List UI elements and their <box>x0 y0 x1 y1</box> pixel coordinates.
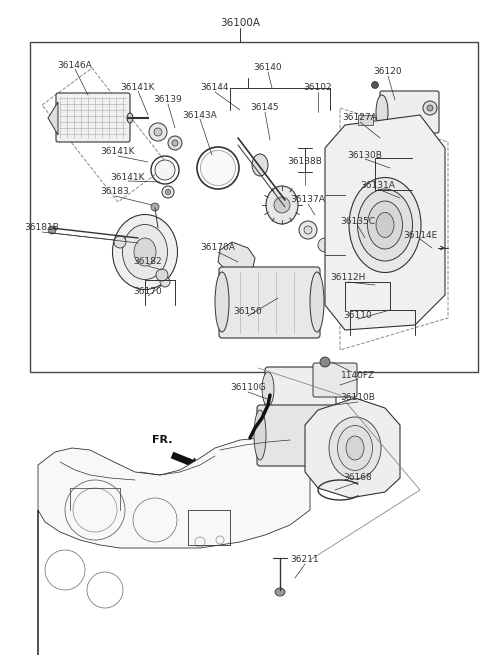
Polygon shape <box>345 230 375 268</box>
Text: 36182: 36182 <box>134 257 162 267</box>
Text: 36114E: 36114E <box>403 231 437 240</box>
Circle shape <box>156 269 168 281</box>
Ellipse shape <box>122 225 168 280</box>
Ellipse shape <box>354 242 366 258</box>
Text: 36183: 36183 <box>101 187 130 196</box>
Circle shape <box>172 140 178 146</box>
Circle shape <box>372 81 379 88</box>
Text: 36141K: 36141K <box>121 83 155 92</box>
FancyBboxPatch shape <box>56 93 130 142</box>
Ellipse shape <box>266 186 298 224</box>
Text: 36127A: 36127A <box>343 113 377 122</box>
Ellipse shape <box>254 410 266 460</box>
Ellipse shape <box>127 113 133 123</box>
Circle shape <box>162 186 174 198</box>
Text: 36145: 36145 <box>251 103 279 113</box>
Ellipse shape <box>349 178 421 272</box>
Ellipse shape <box>112 214 178 290</box>
Polygon shape <box>325 115 445 330</box>
Circle shape <box>151 203 159 211</box>
Ellipse shape <box>376 212 394 238</box>
Bar <box>358 115 373 125</box>
Polygon shape <box>38 435 310 655</box>
FancyBboxPatch shape <box>313 363 357 397</box>
Text: 36143A: 36143A <box>182 111 217 119</box>
Ellipse shape <box>215 272 229 332</box>
Circle shape <box>154 128 162 136</box>
Ellipse shape <box>310 272 324 332</box>
FancyBboxPatch shape <box>265 367 336 411</box>
Text: 36130B: 36130B <box>348 151 383 160</box>
Text: 1140FZ: 1140FZ <box>341 371 375 379</box>
Text: 36137A: 36137A <box>290 195 325 204</box>
Text: 36138B: 36138B <box>288 157 323 166</box>
Text: 36100A: 36100A <box>220 18 260 28</box>
Ellipse shape <box>376 95 388 129</box>
Polygon shape <box>218 242 255 278</box>
Text: 36110B: 36110B <box>341 394 375 403</box>
Text: 36211: 36211 <box>291 555 319 565</box>
Ellipse shape <box>358 189 412 261</box>
Text: 36112H: 36112H <box>330 274 366 282</box>
Ellipse shape <box>374 138 402 152</box>
Text: 36168: 36168 <box>344 474 372 483</box>
Ellipse shape <box>262 372 274 406</box>
Text: 36110: 36110 <box>344 310 372 320</box>
Circle shape <box>274 197 290 213</box>
Ellipse shape <box>275 588 285 596</box>
Circle shape <box>299 221 317 239</box>
Text: 36170A: 36170A <box>201 244 235 252</box>
Text: 36135C: 36135C <box>340 217 375 227</box>
Text: 36131A: 36131A <box>360 181 396 189</box>
Circle shape <box>320 357 330 367</box>
Text: 36139: 36139 <box>154 96 182 105</box>
Text: 36110G: 36110G <box>230 383 266 392</box>
Circle shape <box>168 136 182 150</box>
Ellipse shape <box>368 201 403 249</box>
Circle shape <box>423 101 437 115</box>
FancyBboxPatch shape <box>257 405 338 466</box>
Text: 36120: 36120 <box>374 67 402 77</box>
Ellipse shape <box>201 151 236 185</box>
Text: FR.: FR. <box>152 435 172 445</box>
Text: 36144: 36144 <box>201 83 229 92</box>
Circle shape <box>149 123 167 141</box>
Text: 36102: 36102 <box>304 83 332 92</box>
Text: 36140: 36140 <box>254 64 282 73</box>
Text: 36181B: 36181B <box>24 223 60 233</box>
Ellipse shape <box>155 160 175 180</box>
FancyBboxPatch shape <box>219 267 320 338</box>
Polygon shape <box>48 102 58 135</box>
Text: 36150: 36150 <box>234 307 263 316</box>
Ellipse shape <box>329 417 381 479</box>
Ellipse shape <box>337 426 372 470</box>
Text: 36141K: 36141K <box>101 147 135 157</box>
Text: 36146A: 36146A <box>58 60 92 69</box>
Polygon shape <box>305 398 400 498</box>
Circle shape <box>318 238 332 252</box>
Ellipse shape <box>160 277 170 287</box>
Ellipse shape <box>134 238 156 266</box>
Text: 36141K: 36141K <box>111 172 145 181</box>
Circle shape <box>48 226 56 234</box>
Circle shape <box>166 189 170 195</box>
Ellipse shape <box>346 436 364 460</box>
Ellipse shape <box>329 410 341 460</box>
Circle shape <box>427 105 433 111</box>
FancyBboxPatch shape <box>380 91 439 133</box>
Text: 36170: 36170 <box>133 288 162 297</box>
Circle shape <box>304 226 312 234</box>
FancyArrow shape <box>171 452 201 468</box>
Ellipse shape <box>114 236 126 248</box>
Ellipse shape <box>252 154 268 176</box>
Bar <box>30 42 478 372</box>
